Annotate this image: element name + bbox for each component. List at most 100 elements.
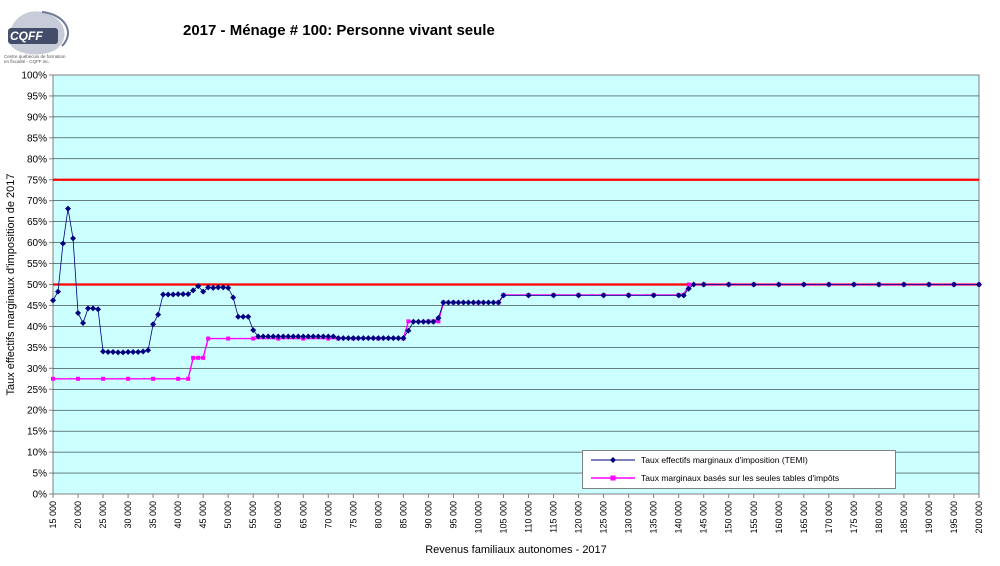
- y-axis-labels: 0% 5% 10% 15% 20% 25% 30% 35% 40% 45% 50% 55% 60% 65%…: [21, 71, 47, 501]
- x-tick-label: 30 000: [123, 501, 133, 529]
- y-tick-label: 45%: [27, 301, 47, 312]
- x-tick-label: 110 000: [524, 501, 534, 533]
- x-tick-label: 115 000: [549, 501, 559, 533]
- data-point: [70, 235, 77, 242]
- data-point: [235, 313, 242, 320]
- data-point: [330, 333, 337, 340]
- x-tick-label: 25 000: [98, 501, 108, 529]
- x-tick-label: 125 000: [599, 501, 609, 534]
- data-point: [130, 348, 137, 355]
- x-tick-label: 140 000: [674, 501, 684, 534]
- data-point: [260, 333, 267, 340]
- data-point: [230, 294, 237, 301]
- logo-caption-line1: Centre québécois de formation: [4, 54, 66, 59]
- data-point: [280, 333, 287, 340]
- x-tick-label: 90 000: [423, 501, 433, 529]
- data-point: [191, 355, 196, 360]
- data-point: [400, 335, 407, 342]
- data-point: [700, 281, 707, 288]
- data-point: [690, 281, 697, 288]
- y-tick-label: 60%: [27, 238, 47, 249]
- data-point: [100, 348, 107, 355]
- y-tick-label: 70%: [27, 196, 47, 207]
- y-tick-label: 25%: [27, 385, 47, 396]
- data-point: [460, 299, 467, 306]
- data-point: [575, 292, 582, 299]
- data-point: [186, 376, 191, 381]
- x-tick-label: 170 000: [824, 501, 834, 534]
- series-group: [50, 205, 982, 381]
- data-point: [206, 336, 211, 341]
- y-tick-label: 15%: [27, 427, 47, 438]
- y-tick-label: 80%: [27, 154, 47, 165]
- data-point: [490, 299, 497, 306]
- x-tick-label: 105 000: [498, 501, 508, 534]
- y-tick-label: 100%: [21, 71, 47, 82]
- x-tick-label: 20 000: [73, 501, 83, 529]
- data-point: [825, 281, 832, 288]
- x-tick-label: 55 000: [248, 501, 258, 529]
- y-tick-label: 75%: [27, 175, 47, 186]
- data-point: [255, 333, 262, 340]
- data-point: [75, 309, 82, 316]
- data-point: [686, 282, 691, 287]
- x-tick-label: 85 000: [398, 501, 408, 529]
- legend-label-tables: Taux marginaux basés sur les seules tabl…: [641, 473, 840, 483]
- y-tick-label: 5%: [33, 469, 48, 480]
- data-point: [380, 335, 387, 342]
- series-0: [50, 205, 982, 356]
- data-point: [440, 299, 447, 306]
- chart-title: 2017 - Ménage # 100: Personne vivant seu…: [183, 22, 495, 39]
- data-point: [51, 376, 55, 381]
- data-point: [950, 281, 957, 288]
- data-point: [360, 335, 367, 342]
- data-point: [80, 320, 87, 327]
- data-point: [180, 291, 187, 298]
- data-point: [355, 335, 362, 342]
- data-point: [625, 292, 632, 299]
- data-point: [76, 376, 81, 381]
- data-point: [125, 348, 132, 355]
- data-point: [375, 335, 382, 342]
- data-point: [50, 297, 56, 304]
- data-point: [65, 205, 72, 212]
- x-tick-label: 100 000: [473, 501, 483, 534]
- data-point: [455, 299, 462, 306]
- data-point: [95, 306, 102, 313]
- x-tick-label: 45 000: [198, 501, 208, 529]
- cqff-logo: CQFF: [2, 4, 90, 64]
- x-tick-label: 180 000: [874, 501, 884, 534]
- data-point: [300, 333, 307, 340]
- data-point: [226, 336, 231, 341]
- data-point: [265, 333, 272, 340]
- data-point: [390, 335, 397, 342]
- data-point: [150, 321, 157, 328]
- data-point: [225, 284, 232, 291]
- data-point: [120, 349, 127, 356]
- data-point: [406, 319, 411, 324]
- x-axis-label: Revenus familiaux autonomes - 2017: [425, 544, 607, 556]
- x-tick-label: 35 000: [148, 501, 158, 529]
- x-tick-label: 175 000: [849, 501, 859, 534]
- data-point: [675, 292, 682, 299]
- x-tick-label: 145 000: [699, 501, 709, 534]
- data-point: [385, 335, 392, 342]
- data-point: [420, 318, 427, 325]
- data-point: [850, 281, 857, 288]
- y-tick-label: 65%: [27, 217, 47, 228]
- data-point: [465, 299, 472, 306]
- data-point: [90, 305, 97, 312]
- x-tick-label: 165 000: [799, 501, 809, 534]
- data-point: [305, 333, 312, 340]
- data-point: [295, 333, 302, 340]
- data-point: [151, 376, 156, 381]
- x-tick-label: 15 000: [48, 501, 58, 529]
- y-axis-label: Taux effectifs marginaux d'imposition de…: [5, 173, 17, 395]
- y-tick-label: 0%: [33, 490, 48, 501]
- x-tick-label: 155 000: [749, 501, 759, 534]
- data-point: [60, 240, 67, 247]
- data-point: [195, 283, 202, 290]
- data-point: [435, 315, 442, 322]
- data-point: [220, 284, 227, 291]
- data-point: [126, 376, 131, 381]
